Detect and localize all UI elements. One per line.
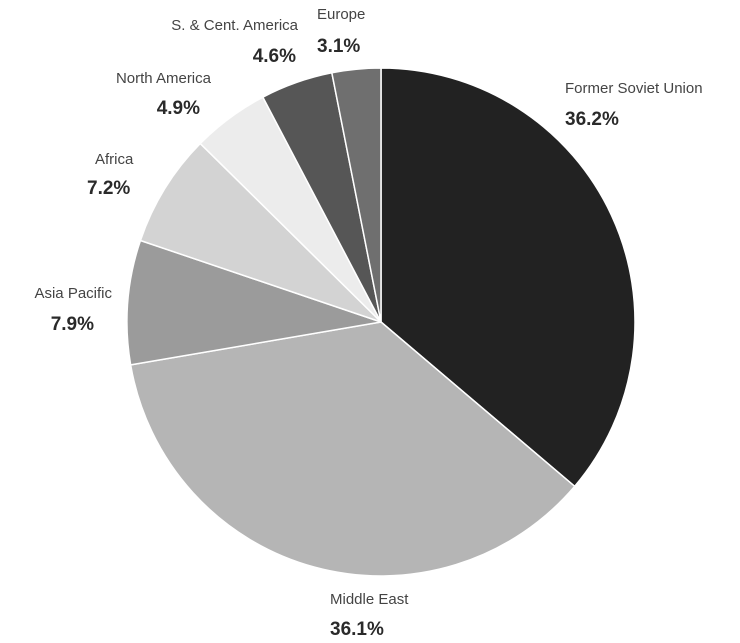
label-africa: Africa (95, 151, 134, 168)
pie-slice-asia-pacific (126, 239, 382, 366)
label-s-cent-america: S. & Cent. America (171, 17, 298, 34)
pie-slice-africa (139, 142, 382, 323)
label-former-soviet-union: Former Soviet Union (565, 80, 703, 97)
value-europe: 3.1% (317, 36, 360, 57)
label-asia-pacific: Asia Pacific (34, 285, 112, 302)
label-north-america: North America (116, 70, 212, 87)
value-asia-pacific: 7.9% (51, 314, 94, 335)
value-africa: 7.2% (87, 178, 130, 199)
value-former-soviet-union: 36.2% (565, 109, 619, 130)
value-middle-east: 36.1% (330, 619, 384, 640)
pie-labels: Former Soviet Union 36.2% Middle East 36… (34, 6, 702, 640)
pie-slices (126, 67, 636, 577)
label-middle-east: Middle East (330, 591, 409, 608)
pie-slice-middle-east (129, 321, 576, 577)
value-north-america: 4.9% (157, 98, 200, 119)
pie-slice-former-soviet-union (380, 67, 636, 488)
value-s-cent-america: 4.6% (253, 46, 296, 67)
pie-slice-europe (330, 67, 382, 323)
label-europe: Europe (317, 6, 365, 23)
